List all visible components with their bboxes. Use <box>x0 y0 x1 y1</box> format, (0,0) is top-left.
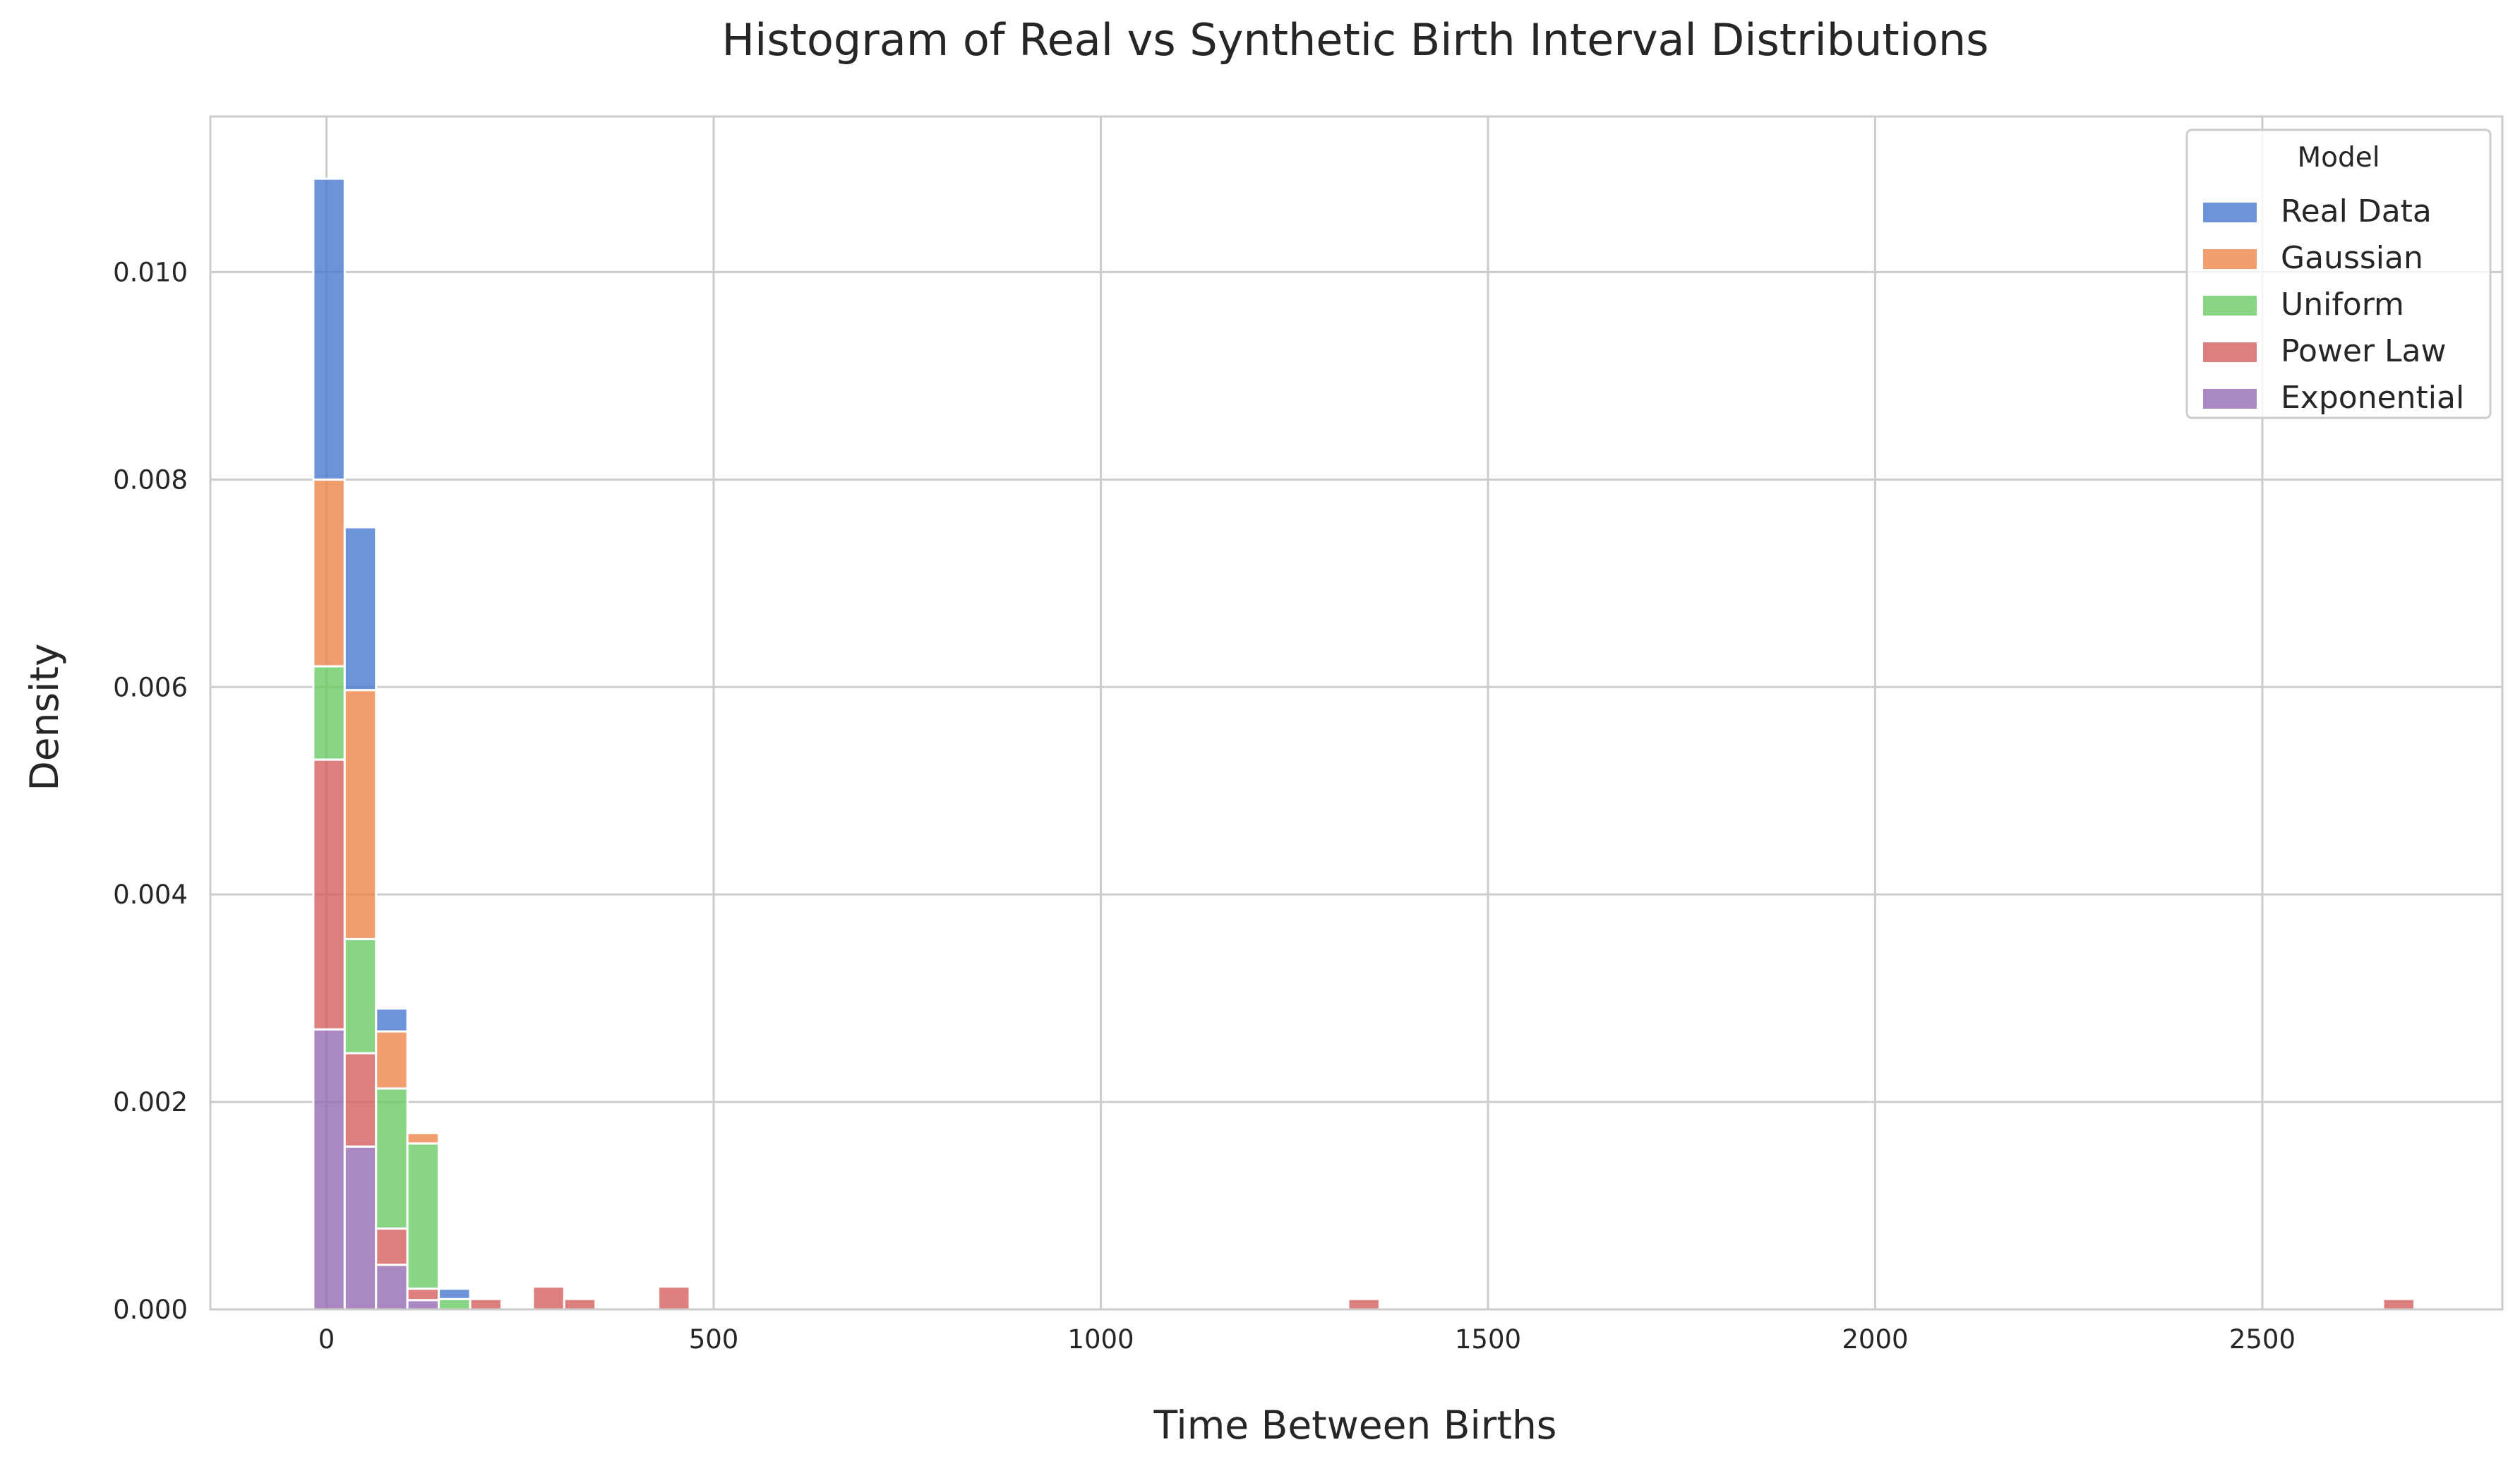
legend-swatch-exponential <box>2202 388 2258 410</box>
legend-title: Model <box>2297 142 2380 174</box>
histogram-bar-power-law <box>375 1227 409 1266</box>
histogram-bar-exponential <box>312 1028 346 1311</box>
legend-swatch-gaussian <box>2202 248 2258 270</box>
legend-swatch-real-data <box>2202 201 2258 224</box>
histogram-bar-gaussian <box>375 1030 409 1090</box>
y-tick-label: 0.004 <box>113 880 188 910</box>
histogram-bar-power-law <box>469 1297 503 1311</box>
legend-swatch-power-law <box>2202 341 2258 364</box>
histogram-bar-power-law <box>406 1288 440 1302</box>
histogram-bar-exponential <box>343 1145 378 1311</box>
plot-frame <box>209 115 2504 1311</box>
y-tick-label: 0.002 <box>113 1087 188 1117</box>
histogram-bars <box>312 177 2416 1311</box>
histogram-bar-real-data <box>312 177 346 481</box>
histogram-bar-uniform <box>438 1297 472 1311</box>
legend-label-gaussian: Gaussian <box>2281 240 2423 276</box>
histogram-bar-exponential <box>375 1264 409 1311</box>
x-tick-label: 1500 <box>1455 1324 1521 1355</box>
legend-label-uniform: Uniform <box>2281 287 2404 323</box>
histogram-bar-power-law <box>343 1052 378 1148</box>
legend-label-power-law: Power Law <box>2281 333 2446 369</box>
x-axis-label: Time Between Births <box>1153 1403 1557 1448</box>
histogram-bar-power-law <box>563 1297 597 1311</box>
x-tick-label: 2000 <box>1842 1324 1908 1355</box>
histogram-bar-gaussian <box>343 689 378 940</box>
histogram-bar-uniform <box>312 665 346 761</box>
x-tick-label: 500 <box>689 1324 739 1355</box>
chart-title: Histogram of Real vs Synthetic Birth Int… <box>721 14 1988 66</box>
histogram-bar-power-law <box>312 758 346 1031</box>
y-tick-label: 0.010 <box>113 257 188 287</box>
histogram-bar-gaussian <box>406 1132 440 1145</box>
x-tick-label: 2500 <box>2229 1324 2296 1355</box>
x-tick-label: 0 <box>318 1324 335 1355</box>
y-tick-label: 0.008 <box>113 464 188 495</box>
legend-swatch-uniform <box>2202 294 2258 317</box>
x-tick-label: 1000 <box>1067 1324 1134 1355</box>
y-tick-label: 0.006 <box>113 672 188 702</box>
legend-box <box>2185 128 2492 419</box>
histogram-bar-power-law <box>657 1285 691 1311</box>
legend: Model Real Data Gaussian Uniform Power Law E… <box>2185 128 2492 419</box>
legend-label-real-data: Real Data <box>2281 193 2432 229</box>
histogram-bar-uniform <box>406 1142 440 1290</box>
y-axis-label: Density <box>22 643 67 791</box>
histogram-bar-uniform <box>343 937 378 1055</box>
histogram-bar-power-law <box>532 1285 565 1311</box>
histogram-bar-exponential <box>406 1299 440 1311</box>
histogram-bar-uniform <box>375 1087 409 1230</box>
y-tick-label: 0.000 <box>113 1295 188 1325</box>
histogram-bar-real-data <box>375 1007 409 1033</box>
histogram-bar-power-law <box>2382 1297 2416 1311</box>
axis-ticks: 0 500 1000 1500 2000 2500 0.000 0.002 0.004 0.006… <box>113 257 2296 1355</box>
histogram-bar-power-law <box>1347 1297 1381 1311</box>
legend-label-exponential: Exponential <box>2281 380 2464 416</box>
histogram-bar-real-data <box>343 526 378 692</box>
histogram-bar-real-data <box>438 1288 472 1300</box>
plot-area <box>210 116 2502 1309</box>
histogram-bar-gaussian <box>312 478 346 668</box>
